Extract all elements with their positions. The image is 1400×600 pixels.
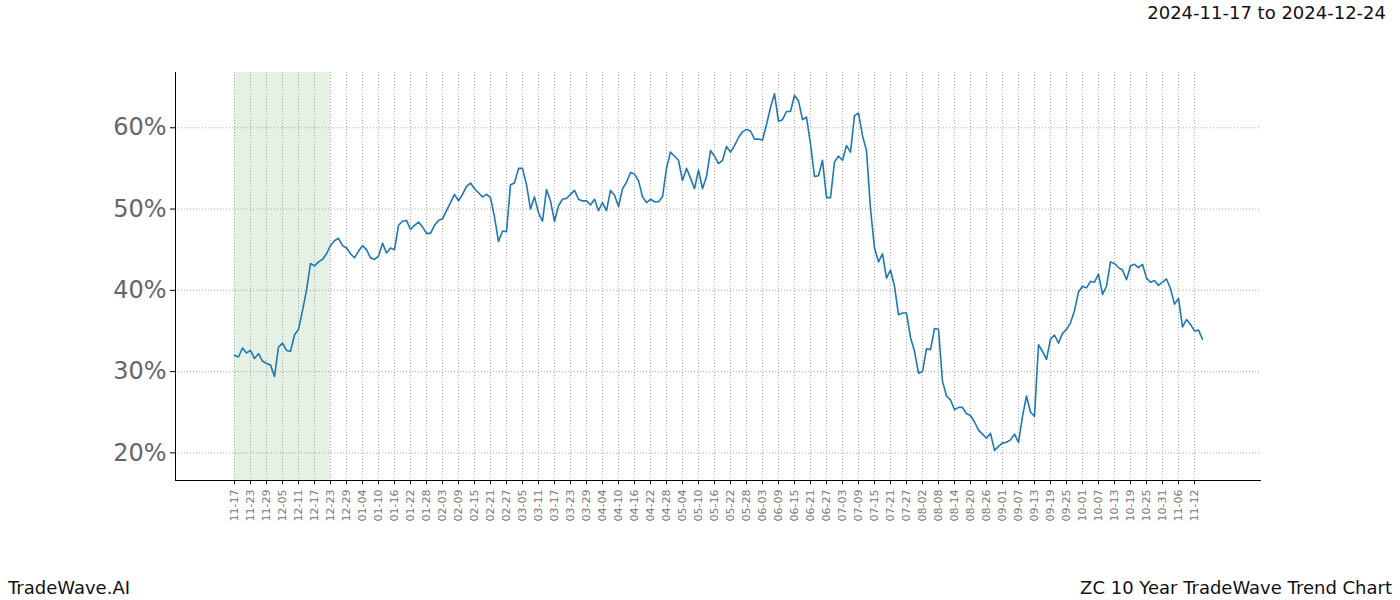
svg-text:09-19: 09-19 (1044, 490, 1057, 522)
svg-text:01-22: 01-22 (404, 490, 417, 522)
svg-text:01-28: 01-28 (420, 490, 433, 522)
svg-text:05-22: 05-22 (724, 490, 737, 522)
svg-text:10-19: 10-19 (1124, 490, 1137, 522)
svg-text:07-09: 07-09 (852, 490, 865, 522)
svg-text:02-15: 02-15 (468, 490, 481, 522)
svg-text:08-14: 08-14 (948, 490, 961, 522)
svg-text:06-03: 06-03 (756, 490, 769, 522)
svg-text:08-20: 08-20 (964, 490, 977, 522)
svg-text:11-23: 11-23 (244, 490, 257, 522)
svg-text:02-09: 02-09 (452, 490, 465, 522)
svg-text:11-29: 11-29 (260, 490, 273, 522)
svg-text:05-28: 05-28 (740, 490, 753, 522)
svg-text:01-04: 01-04 (356, 490, 369, 522)
svg-text:30%: 30% (113, 357, 166, 385)
svg-text:09-01: 09-01 (996, 490, 1009, 522)
svg-text:06-21: 06-21 (804, 490, 817, 522)
svg-text:20%: 20% (113, 439, 166, 467)
svg-text:09-13: 09-13 (1028, 490, 1041, 522)
svg-text:01-16: 01-16 (388, 490, 401, 522)
svg-text:02-21: 02-21 (484, 490, 497, 522)
svg-text:10-31: 10-31 (1156, 490, 1169, 522)
svg-text:05-10: 05-10 (692, 490, 705, 522)
svg-text:03-05: 03-05 (516, 490, 529, 522)
svg-text:02-27: 02-27 (500, 490, 513, 522)
svg-text:07-15: 07-15 (868, 490, 881, 522)
svg-text:09-25: 09-25 (1060, 490, 1073, 522)
svg-text:01-10: 01-10 (372, 490, 385, 522)
svg-text:10-01: 10-01 (1076, 490, 1089, 522)
svg-text:10-25: 10-25 (1140, 490, 1153, 522)
svg-text:11-06: 11-06 (1172, 490, 1185, 522)
svg-text:07-03: 07-03 (836, 490, 849, 522)
svg-text:06-27: 06-27 (820, 490, 833, 522)
svg-text:07-21: 07-21 (884, 490, 897, 522)
svg-text:10-07: 10-07 (1092, 490, 1105, 522)
svg-text:12-17: 12-17 (308, 490, 321, 522)
svg-text:03-29: 03-29 (580, 490, 593, 522)
svg-text:03-23: 03-23 (564, 490, 577, 522)
svg-text:04-16: 04-16 (628, 490, 641, 522)
svg-text:04-22: 04-22 (644, 490, 657, 522)
svg-text:06-15: 06-15 (788, 490, 801, 522)
svg-text:07-27: 07-27 (900, 490, 913, 522)
svg-text:08-26: 08-26 (980, 490, 993, 522)
svg-text:60%: 60% (113, 113, 166, 141)
svg-text:12-23: 12-23 (324, 490, 337, 522)
html-text:2024-11-17 to 2024-12-24: 2024-11-17 to 2024-12-24 (1147, 2, 1386, 23)
svg-text:12-05: 12-05 (276, 490, 289, 522)
html-text:ZC 10 Year TradeWave Trend Cha: ZC 10 Year TradeWave Trend Chart (1080, 577, 1392, 598)
svg-text:03-17: 03-17 (548, 490, 561, 522)
svg-text:05-16: 05-16 (708, 490, 721, 522)
svg-text:50%: 50% (113, 195, 166, 223)
svg-text:08-02: 08-02 (916, 490, 929, 522)
svg-text:10-13: 10-13 (1108, 490, 1121, 522)
svg-text:05-04: 05-04 (676, 490, 689, 522)
svg-text:08-08: 08-08 (932, 490, 945, 522)
svg-text:03-11: 03-11 (532, 490, 545, 522)
svg-text:06-09: 06-09 (772, 490, 785, 522)
svg-text:12-29: 12-29 (340, 490, 353, 522)
svg-text:04-28: 04-28 (660, 490, 673, 522)
html-text:TradeWave.AI: TradeWave.AI (8, 577, 130, 598)
svg-text:11-17: 11-17 (228, 490, 241, 522)
svg-text:02-03: 02-03 (436, 490, 449, 522)
svg-text:11-12: 11-12 (1188, 490, 1201, 522)
svg-text:04-04: 04-04 (596, 490, 609, 522)
svg-text:04-10: 04-10 (612, 490, 625, 522)
svg-text:12-11: 12-11 (292, 490, 305, 522)
svg-text:09-07: 09-07 (1012, 490, 1025, 522)
svg-text:40%: 40% (113, 276, 166, 304)
